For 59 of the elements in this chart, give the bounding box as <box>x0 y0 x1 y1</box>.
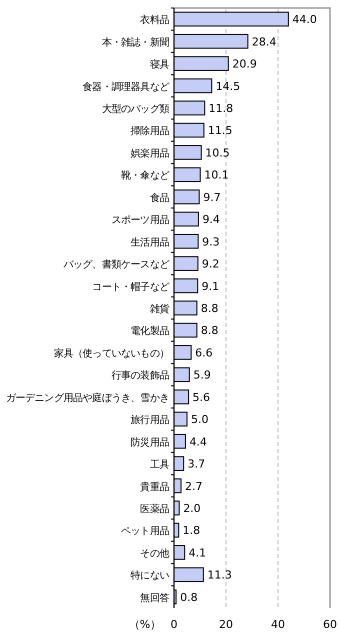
data-label: 8.8 <box>200 302 218 315</box>
data-label: 14.5 <box>216 80 240 93</box>
y-tick-label: その他 <box>140 547 170 560</box>
y-tick-label: ガーデニング用品や庭ぼうき、雪かき <box>6 392 169 404</box>
data-label: 9.4 <box>202 213 220 226</box>
data-label: 20.9 <box>232 58 257 71</box>
data-label: 5.0 <box>191 413 208 426</box>
data-label: 11.5 <box>208 124 232 138</box>
data-label: 28.4 <box>252 35 276 48</box>
x-tick-label: 60 <box>323 618 337 631</box>
y-tick-label: 掃除用品 <box>130 125 170 138</box>
y-tick-label: 本・雑誌・新聞 <box>102 36 170 48</box>
x-tick-label: 0 <box>170 618 178 631</box>
y-tick-label: 医薬品 <box>140 503 170 515</box>
y-tick-label: 生活用品 <box>130 236 170 248</box>
data-label: 6.6 <box>195 346 213 360</box>
y-tick-label: 雑貨 <box>150 303 170 315</box>
x-tick-label: 20 <box>219 618 233 631</box>
data-label: 11.3 <box>207 568 232 582</box>
y-tick-label: 寝具 <box>150 58 170 71</box>
y-tick-label: 工具 <box>150 460 170 471</box>
y-tick-label: ペット用品 <box>120 526 170 538</box>
y-tick-label: 無回答 <box>140 592 170 604</box>
y-tick-label: 靴・傘など <box>120 170 170 182</box>
data-label: 44.0 <box>292 13 317 26</box>
data-label: 4.4 <box>189 435 207 448</box>
y-tick-label: 大型のバッグ類 <box>102 103 170 115</box>
data-label: 9.7 <box>203 190 221 204</box>
data-label: 11.8 <box>208 102 234 115</box>
data-label: 8.8 <box>200 324 218 338</box>
y-tick-label: バッグ、書類ケースなど <box>62 258 170 271</box>
y-tick-label: 防災用品 <box>130 436 170 448</box>
y-tick-label: 衣料品 <box>140 14 170 26</box>
y-tick-label: 娯楽用品 <box>130 147 170 160</box>
data-label: 10.1 <box>204 168 229 182</box>
data-label: 10.5 <box>205 146 230 160</box>
data-label: 5.6 <box>192 390 210 404</box>
y-tick-label: 食品 <box>150 192 170 204</box>
y-tick-label: 行事の装飾品 <box>111 370 170 382</box>
data-label: 3.7 <box>188 458 206 471</box>
y-tick-label: 特にない <box>130 570 170 582</box>
data-label: 0.8 <box>180 590 198 604</box>
y-tick-label: 電化製品 <box>130 325 170 338</box>
y-tick-label: コート・帽子など <box>92 280 170 293</box>
y-tick-label: 家具（使っていないもの） <box>54 347 169 360</box>
data-label: 9.2 <box>202 258 220 271</box>
data-label: 5.9 <box>193 368 211 382</box>
x-axis-title: （%） <box>128 618 162 631</box>
data-label: 9.1 <box>202 280 220 293</box>
data-label: 9.3 <box>202 235 220 248</box>
data-label: 4.1 <box>188 546 206 560</box>
y-tick-label: 旅行用品 <box>130 414 170 426</box>
x-tick-label: 40 <box>271 618 285 631</box>
y-tick-label: 貴重品 <box>140 480 170 493</box>
data-label: 2.0 <box>183 502 201 515</box>
data-label: 2.7 <box>185 480 203 493</box>
y-tick-label: 食器・調理器具など <box>82 80 170 93</box>
y-tick-label: スポーツ用品 <box>111 215 170 226</box>
data-label: 1.8 <box>182 524 200 538</box>
